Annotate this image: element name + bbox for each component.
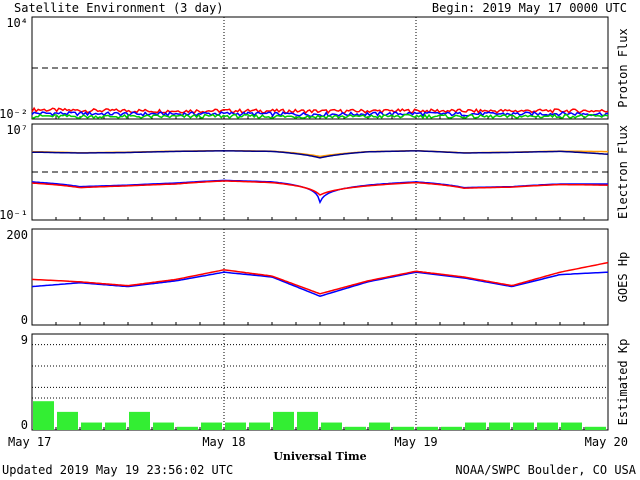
kp-bar — [177, 426, 198, 430]
panel-electron-flux: 10⁷ 10⁻¹ Electron Flux — [0, 123, 630, 222]
panel-proton-flux: 10⁴ 10⁻² Proton Flux — [0, 16, 630, 121]
y-tick-label: 200 — [6, 228, 28, 242]
panel-estimated-kp: 9 0 Estimated Kp May 17 May 18 May 19 May 20 Un… — [8, 333, 630, 463]
panel-frame — [31, 228, 609, 326]
series-line — [31, 271, 609, 297]
y-tick-label: 0 — [21, 313, 28, 327]
kp-bar — [129, 411, 150, 430]
kp-bar — [537, 422, 558, 430]
series-line — [32, 150, 609, 159]
y-tick-label: 10⁻¹ — [0, 208, 28, 222]
x-tick-label: May 19 — [394, 435, 437, 449]
series-line — [31, 106, 609, 115]
kp-bar — [57, 411, 78, 430]
y-axis-label: Proton Flux — [616, 28, 630, 107]
x-axis-label: Universal Time — [273, 450, 366, 463]
kp-bar — [465, 422, 486, 430]
kp-bar — [105, 422, 126, 430]
kp-bar — [417, 426, 438, 430]
panel-frame — [31, 123, 609, 221]
series-line — [31, 110, 609, 118]
kp-bar — [441, 426, 462, 430]
kp-bar — [81, 422, 102, 430]
series-line — [31, 179, 608, 205]
credit: NOAA/SWPC Boulder, CO USA — [455, 463, 636, 477]
panel-frame — [31, 333, 609, 431]
series-line — [31, 261, 609, 295]
kp-bar — [585, 426, 606, 430]
begin-time: Begin: 2019 May 17 0000 UTC — [432, 1, 627, 15]
kp-bar — [225, 422, 246, 430]
kp-bar — [345, 426, 366, 430]
x-tick-label: May 20 — [585, 435, 628, 449]
y-axis-label: Estimated Kp — [616, 339, 630, 426]
kp-bar — [561, 422, 582, 430]
kp-bar — [153, 422, 174, 430]
kp-bar — [393, 426, 414, 430]
y-axis-label: Electron Flux — [616, 125, 630, 219]
updated-timestamp: Updated 2019 May 19 23:56:02 UTC — [2, 463, 233, 477]
y-tick-label: 9 — [21, 333, 28, 347]
y-axis-label: GOES Hp — [616, 252, 630, 303]
kp-bar — [249, 422, 270, 430]
x-tick-label: May 18 — [202, 435, 245, 449]
series-line — [31, 180, 609, 196]
y-tick-label: 10⁴ — [6, 16, 28, 30]
x-tick-label: May 17 — [8, 435, 51, 449]
kp-bar — [201, 422, 222, 430]
y-tick-label: 10⁻² — [0, 107, 28, 121]
y-tick-label: 10⁷ — [6, 123, 28, 137]
panel-frame — [31, 16, 609, 120]
chart-title: Satellite Environment (3 day) — [14, 1, 224, 15]
kp-bar — [273, 411, 294, 430]
kp-bar — [369, 422, 390, 430]
panel-goes-hp: 200 0 GOES Hp — [6, 228, 630, 327]
series-line — [31, 113, 609, 120]
kp-bar — [513, 422, 534, 430]
kp-bar — [297, 411, 318, 430]
kp-bar — [33, 401, 54, 430]
y-tick-label: 0 — [21, 418, 28, 432]
kp-bar — [489, 422, 510, 430]
kp-bar — [321, 422, 342, 430]
